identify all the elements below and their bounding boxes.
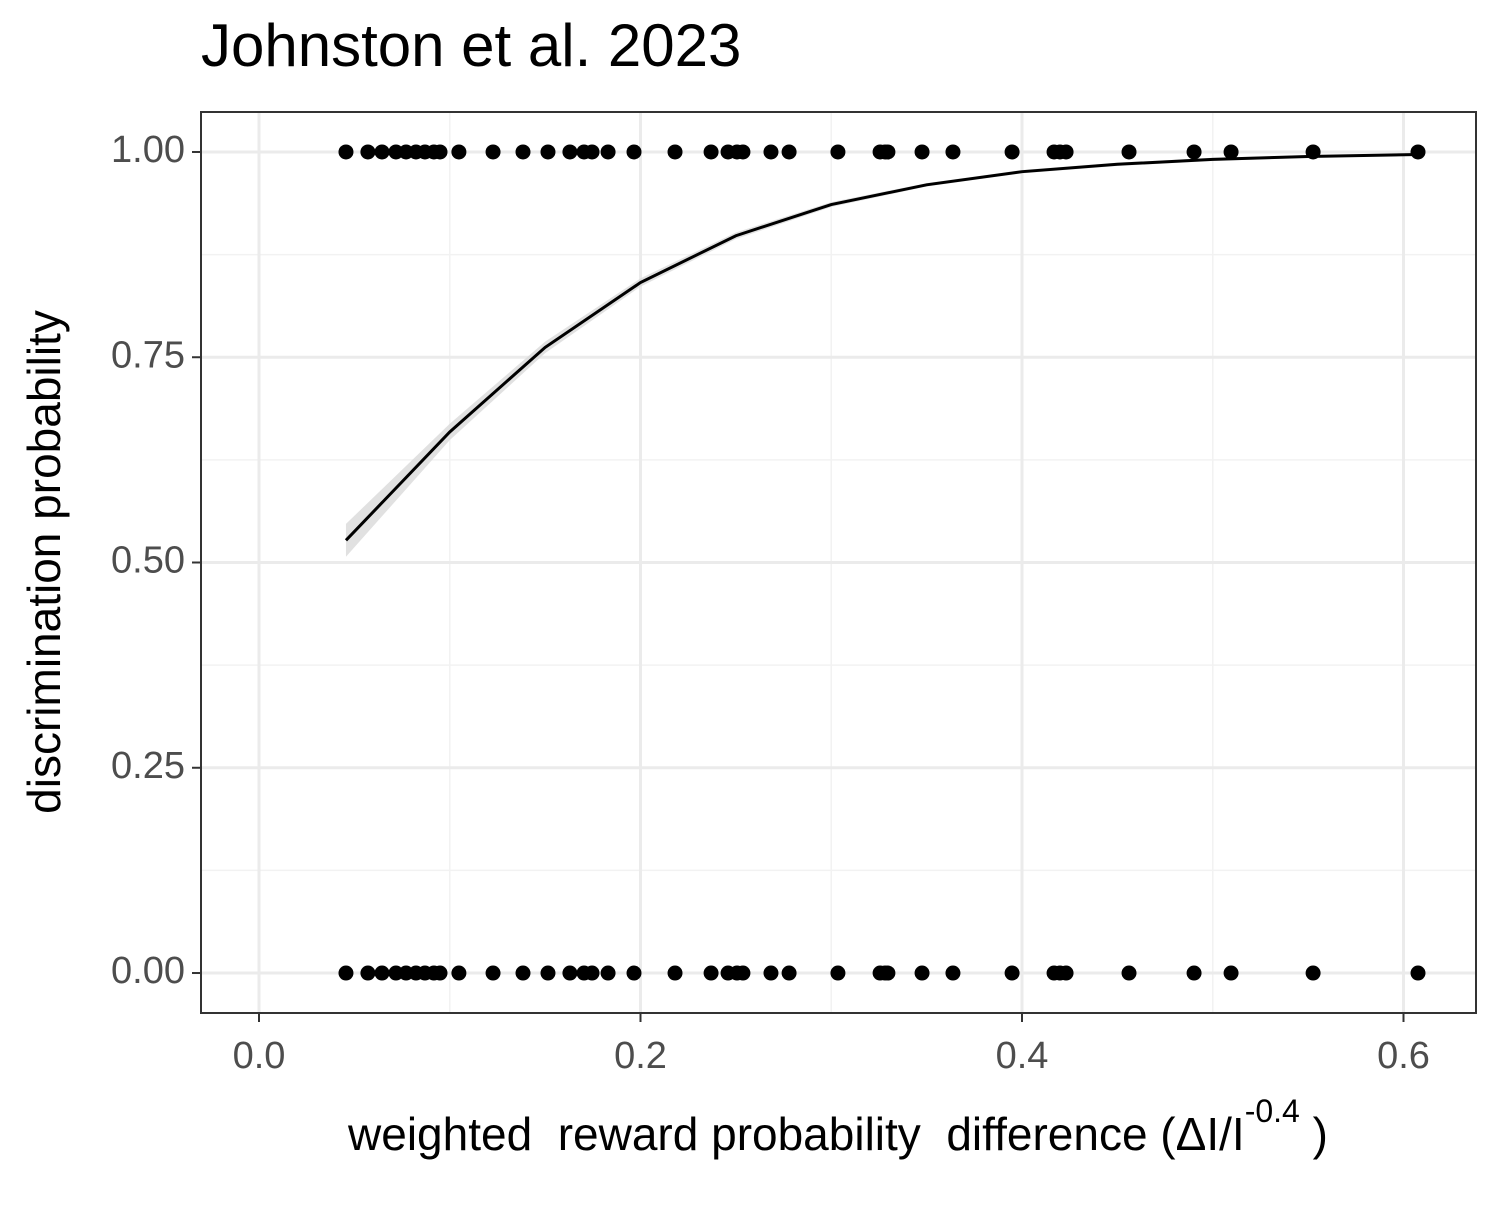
point xyxy=(914,144,930,160)
point xyxy=(830,144,846,160)
point xyxy=(374,965,390,981)
point xyxy=(360,965,376,981)
point xyxy=(880,144,896,160)
point xyxy=(626,965,642,981)
point xyxy=(914,965,930,981)
y-tick-label: 0.75 xyxy=(111,334,185,376)
point xyxy=(703,144,719,160)
x-tick-label: 0.4 xyxy=(996,1035,1049,1077)
point xyxy=(667,144,683,160)
point xyxy=(1410,965,1426,981)
point xyxy=(562,965,578,981)
x-label-text: weighted reward probability difference (… xyxy=(347,1108,1245,1160)
point xyxy=(1186,965,1202,981)
y-tick-label: 0.25 xyxy=(111,745,185,787)
point xyxy=(600,144,616,160)
point xyxy=(432,144,448,160)
point xyxy=(763,144,779,160)
point xyxy=(485,144,501,160)
point xyxy=(360,144,376,160)
point xyxy=(540,965,556,981)
point xyxy=(1121,965,1137,981)
point xyxy=(1305,144,1321,160)
x-axis-label: weighted reward probability difference (… xyxy=(347,1093,1328,1160)
x-label-suffix: ) xyxy=(1300,1108,1328,1160)
point xyxy=(451,965,467,981)
point xyxy=(880,965,896,981)
point xyxy=(584,144,600,160)
point xyxy=(374,144,390,160)
point xyxy=(626,144,642,160)
point xyxy=(600,965,616,981)
point xyxy=(1223,144,1239,160)
point xyxy=(1058,144,1074,160)
point xyxy=(1223,965,1239,981)
point xyxy=(540,144,556,160)
point xyxy=(763,965,779,981)
point xyxy=(1058,965,1074,981)
point xyxy=(451,144,467,160)
point xyxy=(432,965,448,981)
point xyxy=(515,965,531,981)
point xyxy=(667,965,683,981)
x-tick-label: 0.6 xyxy=(1377,1035,1430,1077)
point xyxy=(735,144,751,160)
point xyxy=(781,144,797,160)
y-tick-label: 0.50 xyxy=(111,540,185,582)
y-tick-label: 0.00 xyxy=(111,950,185,992)
point xyxy=(830,965,846,981)
point xyxy=(485,965,501,981)
point xyxy=(562,144,578,160)
point xyxy=(1004,965,1020,981)
point xyxy=(515,144,531,160)
y-tick-label: 1.00 xyxy=(111,129,185,171)
x-label-superscript: -0.4 xyxy=(1245,1093,1300,1129)
panel-border xyxy=(200,111,1477,1014)
point xyxy=(735,965,751,981)
y-axis-label: discrimination probability xyxy=(18,310,70,814)
point xyxy=(338,965,354,981)
point xyxy=(584,965,600,981)
point xyxy=(1004,144,1020,160)
point xyxy=(703,965,719,981)
x-tick-label: 0.2 xyxy=(614,1035,667,1077)
point xyxy=(338,144,354,160)
point xyxy=(1410,144,1426,160)
chart-title: Johnston et al. 2023 xyxy=(201,12,741,79)
point xyxy=(1305,965,1321,981)
point xyxy=(781,965,797,981)
point xyxy=(1121,144,1137,160)
point xyxy=(1186,144,1202,160)
point xyxy=(945,965,961,981)
point xyxy=(945,144,961,160)
x-tick-label: 0.0 xyxy=(233,1035,286,1077)
